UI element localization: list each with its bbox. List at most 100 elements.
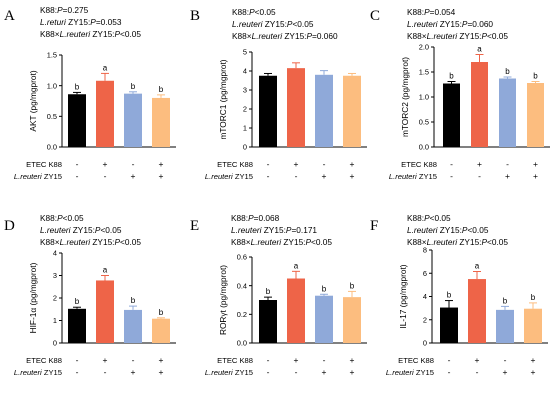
stat-fragment: K88× <box>407 31 427 41</box>
stat-fragment: P <box>57 5 63 15</box>
stat-fragment: K88× <box>407 237 427 247</box>
significance-letter: a <box>475 262 480 271</box>
stat-line: L.reuteri ZY15:P=0.060 <box>407 19 493 29</box>
stat-fragment: =0.275 <box>63 5 89 15</box>
stat-fragment: L.reuteri <box>427 237 459 247</box>
y-axis-label: mTORC1 (pg/mgprot) <box>218 59 228 139</box>
stat-fragment: K88: <box>407 7 424 17</box>
stat-fragment: L.reuteri <box>407 19 439 29</box>
significance-letter: b <box>503 296 508 305</box>
bar <box>68 94 86 147</box>
significance-letter: b <box>350 281 355 290</box>
stat-fragment: =0.053 <box>96 17 122 27</box>
stat-fragment: ZY15: <box>281 237 305 247</box>
etec-sign: - <box>132 355 135 365</box>
stat-fragment: P <box>462 19 468 29</box>
etec-sign: - <box>450 159 453 169</box>
stat-fragment: ZY15: <box>261 225 285 235</box>
lreuteri-sign: - <box>267 367 270 377</box>
significance-letter: b <box>533 72 538 81</box>
row-label-lreuteri: L.reuteri ZY15 <box>386 368 434 377</box>
stat-fragment: <0.05 <box>487 237 508 247</box>
stat-fragment: P <box>286 225 292 235</box>
stat-fragment: ZY15: <box>90 29 114 39</box>
etec-sign: - <box>448 355 451 365</box>
bar <box>440 307 458 343</box>
significance-letter: b <box>449 72 454 81</box>
stat-line: L.returi ZY15:P=0.053 <box>40 17 122 27</box>
stat-line: K88×L.reuteri ZY15:P<0.05 <box>40 29 141 39</box>
panel-d: D K88:P<0.05L.reuteri ZY15:P<0.05K88×L.re… <box>4 213 176 377</box>
lreuteri-sign: - <box>76 367 79 377</box>
lreuteri-sign: + <box>533 171 538 181</box>
stat-fragment: L.reuteri <box>60 237 92 247</box>
row-label-fragment: ZY15 <box>233 172 253 181</box>
etec-sign: + <box>159 159 164 169</box>
y-tick-label: 2 <box>53 294 57 303</box>
y-tick-label: 1.0 <box>419 93 429 102</box>
lreuteri-sign: + <box>159 171 164 181</box>
etec-sign: + <box>103 159 108 169</box>
lreuteri-sign: - <box>476 367 479 377</box>
stat-fragment: P <box>424 7 430 17</box>
etec-sign: + <box>159 355 164 365</box>
panel-letter: C <box>370 8 380 24</box>
y-axis-label: mTORC2 (pg/mgprot) <box>400 57 410 137</box>
y-tick-label: 0.4 <box>237 281 247 290</box>
stat-fragment: L.reuteri <box>40 225 72 235</box>
bar <box>343 75 361 147</box>
row-label-lreuteri: L.reuteri ZY15 <box>205 172 253 181</box>
y-axis-label: HIF-1α (pg/mgprot) <box>28 262 38 333</box>
etec-sign: + <box>294 355 299 365</box>
stat-line: K88×L.reuteri ZY15:P=0.060 <box>232 31 338 41</box>
stat-fragment: <0.05 <box>311 237 332 247</box>
stat-line: L.reuteri ZY15:P<0.05 <box>407 225 489 235</box>
etec-sign: - <box>267 355 270 365</box>
row-label-etec: ETEC K88 <box>217 356 253 365</box>
stat-fragment: K88: <box>231 213 248 223</box>
stat-fragment: K88× <box>232 31 252 41</box>
stat-fragment: K88× <box>40 29 60 39</box>
y-tick-label: 0 <box>423 339 427 348</box>
significance-letter: b <box>531 293 536 302</box>
etec-sign: + <box>533 159 538 169</box>
stat-line: K88:P<0.05 <box>40 213 84 223</box>
y-tick-label: 4 <box>423 292 427 301</box>
etec-sign: + <box>477 159 482 169</box>
lreuteri-sign: + <box>322 171 327 181</box>
bar <box>152 318 170 343</box>
panel-letter: E <box>190 218 199 234</box>
y-tick-label: 0.0 <box>237 339 247 348</box>
row-label-fragment: L.reuteri <box>389 172 417 181</box>
row-label-fragment: ZY15 <box>42 172 62 181</box>
bar <box>524 308 542 343</box>
bar <box>68 308 86 343</box>
significance-letter: a <box>294 261 299 270</box>
stat-fragment: K88: <box>407 213 424 223</box>
bar <box>496 309 514 343</box>
y-tick-label: 2.0 <box>419 43 429 52</box>
stat-line: K88:P<0.05 <box>232 7 276 17</box>
stat-fragment: P <box>307 31 313 41</box>
bar <box>96 80 114 147</box>
y-tick-label: 4 <box>243 67 247 76</box>
bar <box>315 295 333 343</box>
stat-line: L.reuteri ZY15:P<0.05 <box>232 19 314 29</box>
bar <box>343 297 361 343</box>
significance-letter: b <box>159 85 164 94</box>
panel-b: B K88:P<0.05L.reuteri ZY15:P<0.05K88×L.re… <box>190 7 367 181</box>
y-tick-label: 0.0 <box>419 143 429 152</box>
panel-letter: A <box>4 8 15 24</box>
significance-letter: a <box>103 266 108 275</box>
bar <box>527 83 544 147</box>
stat-fragment: ZY15: <box>457 31 481 41</box>
stat-line: L.reuteri ZY15:P=0.171 <box>231 225 317 235</box>
etec-sign: - <box>323 355 326 365</box>
panel-f: F K88:P<0.05L.reuteri ZY15:P<0.05K88×L.re… <box>370 213 548 377</box>
y-axis-label: RORγt (pg/mgprot) <box>218 265 228 335</box>
lreuteri-sign: - <box>104 367 107 377</box>
significance-letter: b <box>75 297 80 306</box>
panel-letter: B <box>190 8 200 24</box>
stat-fragment: P <box>95 225 101 235</box>
row-label-lreuteri: L.reuteri ZY15 <box>389 172 437 181</box>
